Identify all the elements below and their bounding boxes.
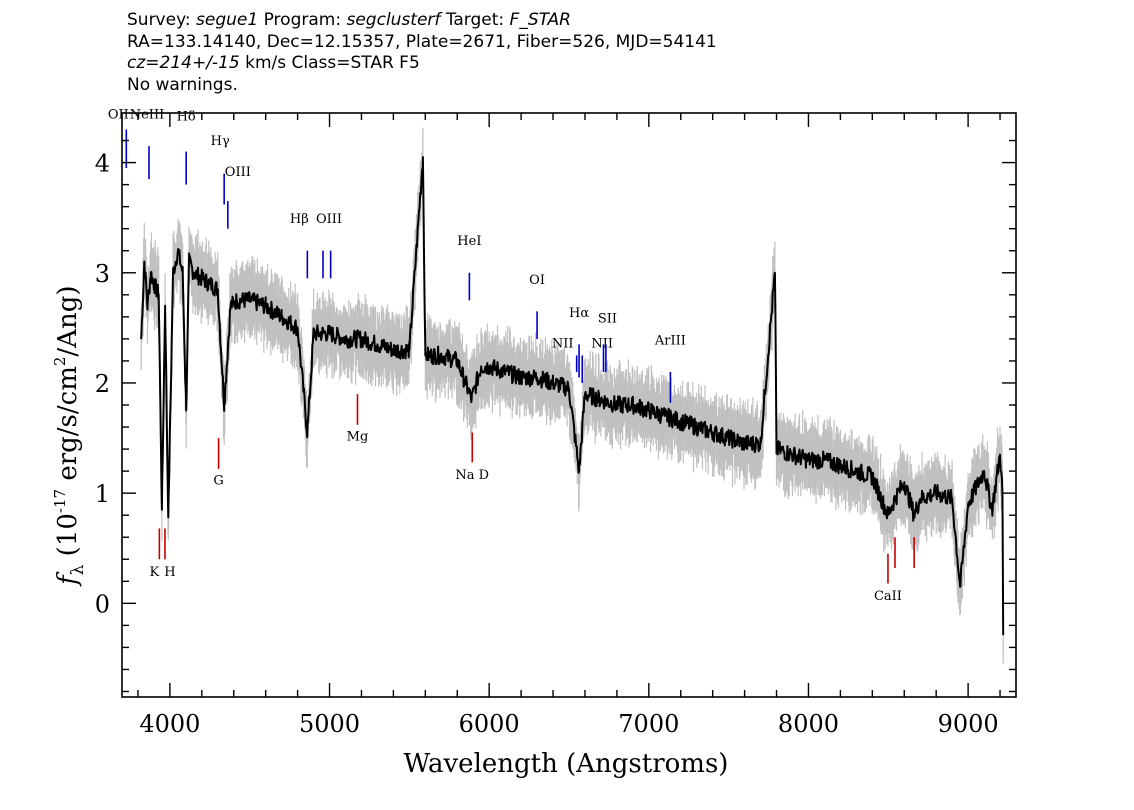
line-label-na-d: Na D <box>455 468 489 483</box>
axis-ticks: 4000 5000 6000 7000 8000 9000 0 1 2 3 4 <box>95 113 1016 738</box>
line-label-h-: Hβ <box>290 212 309 227</box>
x-tick-label: 9000 <box>938 710 999 738</box>
x-tick-label: 5000 <box>299 710 360 738</box>
survey-value: segue1 <box>196 10 259 30</box>
noise-band-path <box>140 127 1004 664</box>
noise-band <box>140 127 1004 664</box>
x-tick-label: 4000 <box>139 710 200 738</box>
x-tick-label: 7000 <box>618 710 679 738</box>
line-label-oii: OII <box>108 108 129 123</box>
y-tick-label: 4 <box>95 150 110 178</box>
line-label-caii: CaII <box>874 589 902 604</box>
x-tick-label: 8000 <box>778 710 839 738</box>
line-label-sii: SII <box>598 311 617 326</box>
y-axis-label: fλ (10-17 erg/s/cm2/Ang) <box>51 286 88 588</box>
line-label-nii: NII <box>552 337 574 352</box>
x-tick-label: 6000 <box>459 710 520 738</box>
line-label-hei: HeI <box>457 234 481 249</box>
y-tick-label: 0 <box>95 590 110 618</box>
flux-series <box>140 156 1005 636</box>
line-label-h-: Hα <box>569 306 589 321</box>
line-label-oiii: OIII <box>225 165 251 180</box>
line-label-oi: OI <box>529 273 545 288</box>
target-label: Target: <box>445 10 505 30</box>
survey-label: Survey: <box>127 10 191 30</box>
y-tick-label: 1 <box>95 480 110 508</box>
line-label-g: G <box>213 473 223 488</box>
cz-value: cz=214+/-15 <box>127 53 240 73</box>
target-value: F_STAR <box>509 10 571 30</box>
class-value: km/s Class=STAR F5 <box>245 53 420 73</box>
y-tick-label: 2 <box>95 370 110 398</box>
line-label-h: H <box>164 565 175 580</box>
header-line-coords: RA=133.14140, Dec=12.15357, Plate=2671, … <box>127 31 717 52</box>
program-label: Program: <box>263 10 342 30</box>
line-label-k: K <box>149 565 159 580</box>
line-label-mg: Mg <box>347 429 369 444</box>
line-label-neiii: NeIII <box>130 108 164 123</box>
header-line-redshift: cz=214+/-15 km/s Class=STAR F5 <box>127 53 717 75</box>
svg-text:fλ (10-17 erg/s/cm2/Ang): fλ (10-17 erg/s/cm2/Ang) <box>51 286 88 588</box>
x-axis-label: Wavelength (Angstroms) <box>404 749 729 779</box>
line-label-oiii: OIII <box>316 212 342 227</box>
y-tick-label: 3 <box>95 260 110 288</box>
spectrum-header: Survey: segue1 Program: segclusterf Targ… <box>127 10 717 96</box>
spectral-line-markers: OII NeIII Hδ Hγ OIII Hβ OIII HeI OI NII Hα NII SII Ar… <box>108 108 915 604</box>
line-label-nii: NII <box>591 337 613 352</box>
line-label-h-: Hγ <box>211 134 230 149</box>
line-label-ariii: ArIII <box>654 333 686 348</box>
header-line-warnings: No warnings. <box>127 74 238 95</box>
header-line-survey: Survey: segue1 Program: segclusterf Targ… <box>127 10 717 32</box>
flux-line <box>140 156 1005 636</box>
line-label-h-: Hδ <box>177 110 196 125</box>
program-value: segclusterf <box>346 10 441 30</box>
